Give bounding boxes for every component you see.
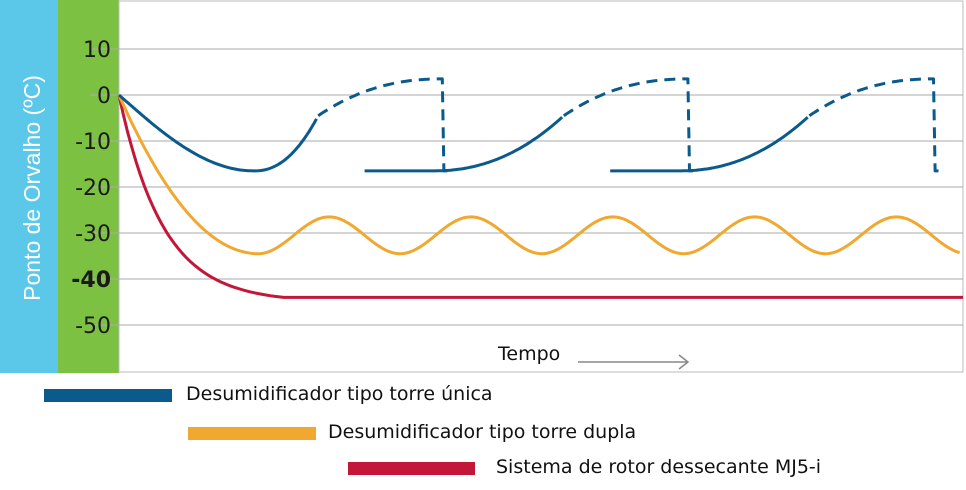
- x-axis-label: Tempo: [497, 343, 560, 365]
- y-tick-label: -10: [75, 130, 111, 155]
- series-line-single-tower: [610, 116, 809, 173]
- legend-swatch: [348, 462, 475, 475]
- y-tick-label: -30: [75, 222, 111, 247]
- y-tick-label: -50: [75, 314, 111, 339]
- legend-label: Desumidificador tipo torre única: [186, 383, 493, 405]
- y-tick-label: -20: [75, 176, 111, 201]
- gridlines: [90, 48, 963, 326]
- series-line-single-tower-regen: [808, 77, 946, 173]
- y-tick-label: 0: [97, 84, 111, 109]
- legend-swatch: [188, 427, 316, 440]
- series-lines: [117, 77, 963, 299]
- legend-label: Sistema de rotor dessecante MJ5-i: [496, 456, 822, 478]
- series-line-single-tower: [364, 116, 564, 173]
- x-axis-arrow: [578, 354, 690, 370]
- y-tick-label: -40: [71, 268, 111, 293]
- y-tick-labels: 10 0 -10 -20 -30 -40 -50: [71, 38, 111, 339]
- ylabel-band: [0, 0, 58, 373]
- series-line-rotor: [117, 94, 963, 299]
- series-line-double-tower: [117, 94, 961, 256]
- series-line-single-tower: [118, 93, 318, 173]
- series-line-single-tower-regen: [562, 77, 700, 173]
- legend-label: Desumidificador tipo torre dupla: [328, 421, 637, 443]
- y-axis-label: Ponto de Orvalho (ºC): [19, 75, 45, 301]
- series-line-single-tower-regen: [317, 77, 454, 173]
- legend-swatch: [44, 389, 172, 402]
- y-tick-label: 10: [83, 38, 111, 63]
